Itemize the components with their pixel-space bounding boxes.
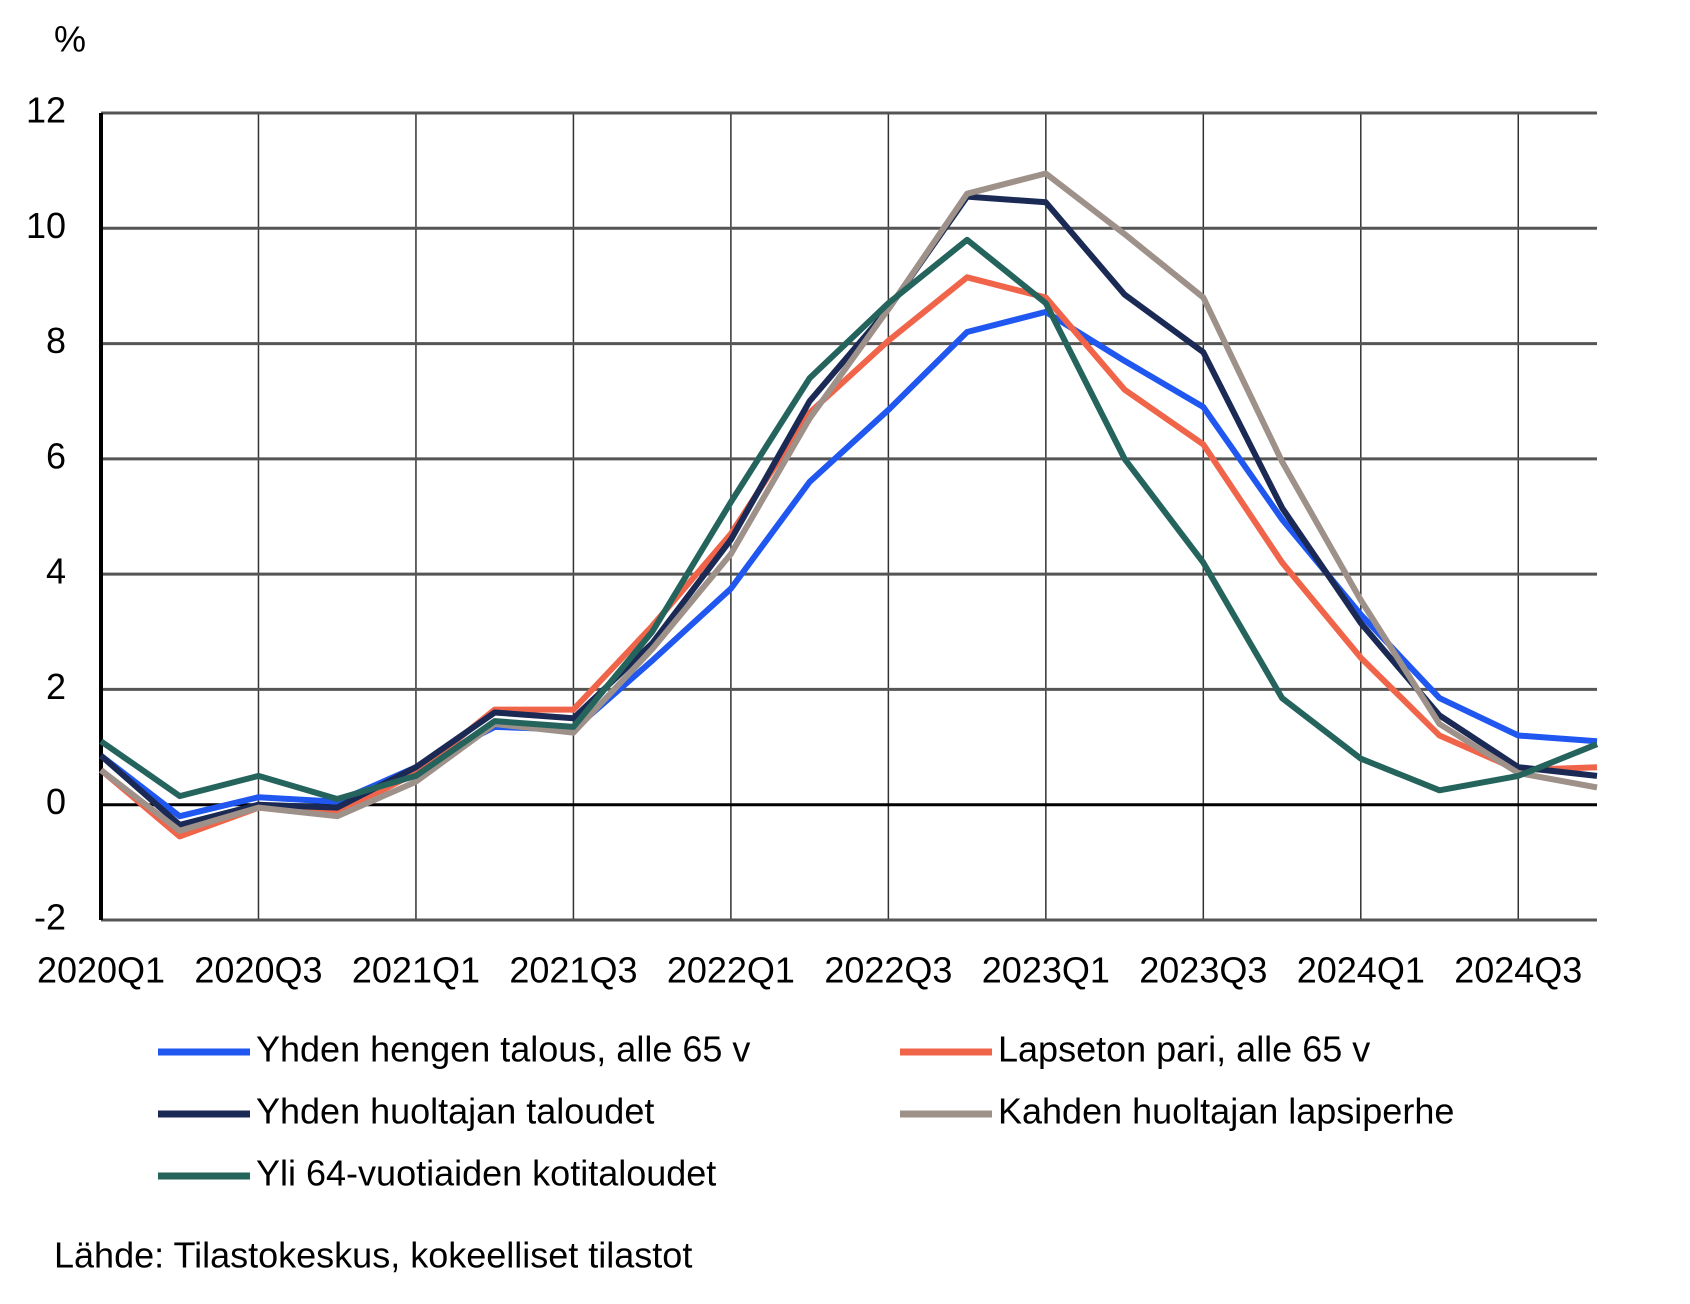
legend-label: Yli 64-vuotiaiden kotitaloudet xyxy=(256,1153,716,1194)
series-line xyxy=(99,170,1598,834)
y-tick-label: 0 xyxy=(46,781,66,822)
x-tick-label: 2021Q3 xyxy=(509,950,637,991)
y-tick-label: -2 xyxy=(34,897,66,938)
x-tick-label: 2022Q1 xyxy=(667,950,795,991)
series-line xyxy=(99,193,1598,828)
x-tick-label: 2023Q3 xyxy=(1139,950,1267,991)
x-tick-label: 2023Q1 xyxy=(982,950,1110,991)
series-line xyxy=(99,308,1598,820)
series-line xyxy=(99,236,1599,802)
y-tick-label: 12 xyxy=(26,90,66,131)
x-tick-label: 2022Q3 xyxy=(824,950,952,991)
y-tick-label: 6 xyxy=(46,435,66,476)
y-axis-label: % xyxy=(54,19,86,60)
x-tick-label: 2020Q3 xyxy=(194,950,322,991)
legend-label: Yhden huoltajan taloudet xyxy=(256,1091,654,1132)
legend-label: Kahden huoltajan lapsiperhe xyxy=(998,1091,1454,1132)
x-tick-label: 2020Q1 xyxy=(37,950,165,991)
x-tick-label: 2024Q3 xyxy=(1454,950,1582,991)
y-tick-label: 10 xyxy=(26,205,66,246)
y-tick-label: 2 xyxy=(46,666,66,707)
source-note: Lähde: Tilastokeskus, kokeelliset tilast… xyxy=(54,1235,692,1276)
legend-label: Lapseton pari, alle 65 v xyxy=(998,1029,1370,1070)
y-tick-label: 4 xyxy=(46,551,66,592)
x-tick-label: 2024Q1 xyxy=(1297,950,1425,991)
y-tick-label: 8 xyxy=(46,320,66,361)
series-line xyxy=(99,274,1598,840)
legend-label: Yhden hengen talous, alle 65 v xyxy=(256,1029,750,1070)
x-tick-label: 2021Q1 xyxy=(352,950,480,991)
